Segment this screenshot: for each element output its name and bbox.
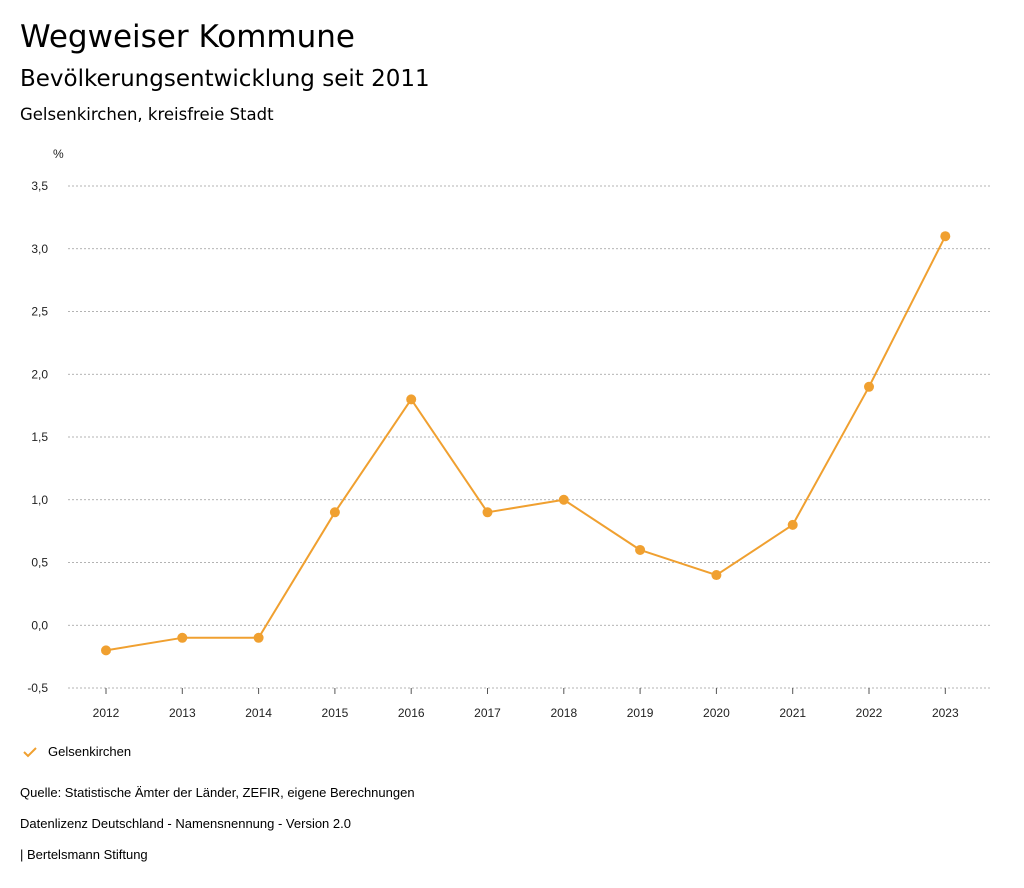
series-layer <box>101 231 951 656</box>
chart-subtitle: Bevölkerungsentwicklung seit 2011 <box>20 66 430 92</box>
data-point[interactable] <box>940 231 951 242</box>
x-tick-label: 2020 <box>703 706 730 720</box>
y-tick-label: 0,5 <box>31 556 48 570</box>
checkmark-icon <box>23 746 37 757</box>
source-note: Quelle: Statistische Ämter der Länder, Z… <box>20 785 415 800</box>
data-point[interactable] <box>711 570 722 581</box>
series-line-gelsenkirchen <box>105 235 947 652</box>
data-point[interactable] <box>329 507 340 518</box>
license-note: Datenlizenz Deutschland - Namensnennung … <box>20 816 351 831</box>
x-tick-label: 2023 <box>932 706 959 720</box>
data-point[interactable] <box>253 632 264 643</box>
region-label: Gelsenkirchen, kreisfreie Stadt <box>20 105 274 124</box>
x-tick-label: 2015 <box>322 706 349 720</box>
x-tick-label: 2016 <box>398 706 425 720</box>
y-tick-label: -0,5 <box>27 681 48 695</box>
data-point[interactable] <box>635 544 646 555</box>
y-tick-label: 1,5 <box>31 430 48 444</box>
data-point[interactable] <box>787 519 798 530</box>
data-point[interactable] <box>177 632 188 643</box>
x-tick-label: 2014 <box>245 706 272 720</box>
y-axis-unit-label: % <box>53 147 64 161</box>
y-tick-label: 3,0 <box>31 242 48 256</box>
y-tick-label: 2,0 <box>31 367 48 381</box>
gridlines <box>68 185 990 689</box>
data-point[interactable] <box>101 645 111 656</box>
y-tick-label: 3,5 <box>31 179 48 193</box>
x-axis-ticks: 2012 2013 2014 2015 2016 2017 2018 2019 2020 2021… <box>93 688 959 720</box>
line-chart: % -0,50,00,51,01,52,02,53,03,5 2012 2013 2… <box>27 147 990 720</box>
x-tick-label: 2022 <box>856 706 883 720</box>
y-tick-label: 1,0 <box>31 493 48 507</box>
x-tick-label: 2019 <box>627 706 654 720</box>
y-axis-ticks: -0,5 0,0 0,5 1,0 1,5 2,0 2,5 3,0 3,5 <box>27 179 48 695</box>
legend-item-gelsenkirchen[interactable]: Gelsenkirchen <box>22 744 131 759</box>
data-point[interactable] <box>482 507 493 518</box>
data-point[interactable] <box>864 381 874 392</box>
legend-label: Gelsenkirchen <box>48 744 132 759</box>
x-tick-label: 2021 <box>779 706 806 720</box>
page-title: Wegweiser Kommune <box>20 19 355 55</box>
x-tick-label: 2013 <box>169 706 196 720</box>
data-point[interactable] <box>558 494 569 505</box>
x-tick-label: 2012 <box>93 706 120 720</box>
data-point[interactable] <box>406 394 417 405</box>
x-tick-label: 2018 <box>550 706 577 720</box>
y-tick-label: 0,0 <box>31 618 48 632</box>
publisher-note[interactable]: | Bertelsmann Stiftung <box>20 847 148 862</box>
x-tick-label: 2017 <box>474 706 501 720</box>
y-tick-label: 2,5 <box>31 305 48 319</box>
